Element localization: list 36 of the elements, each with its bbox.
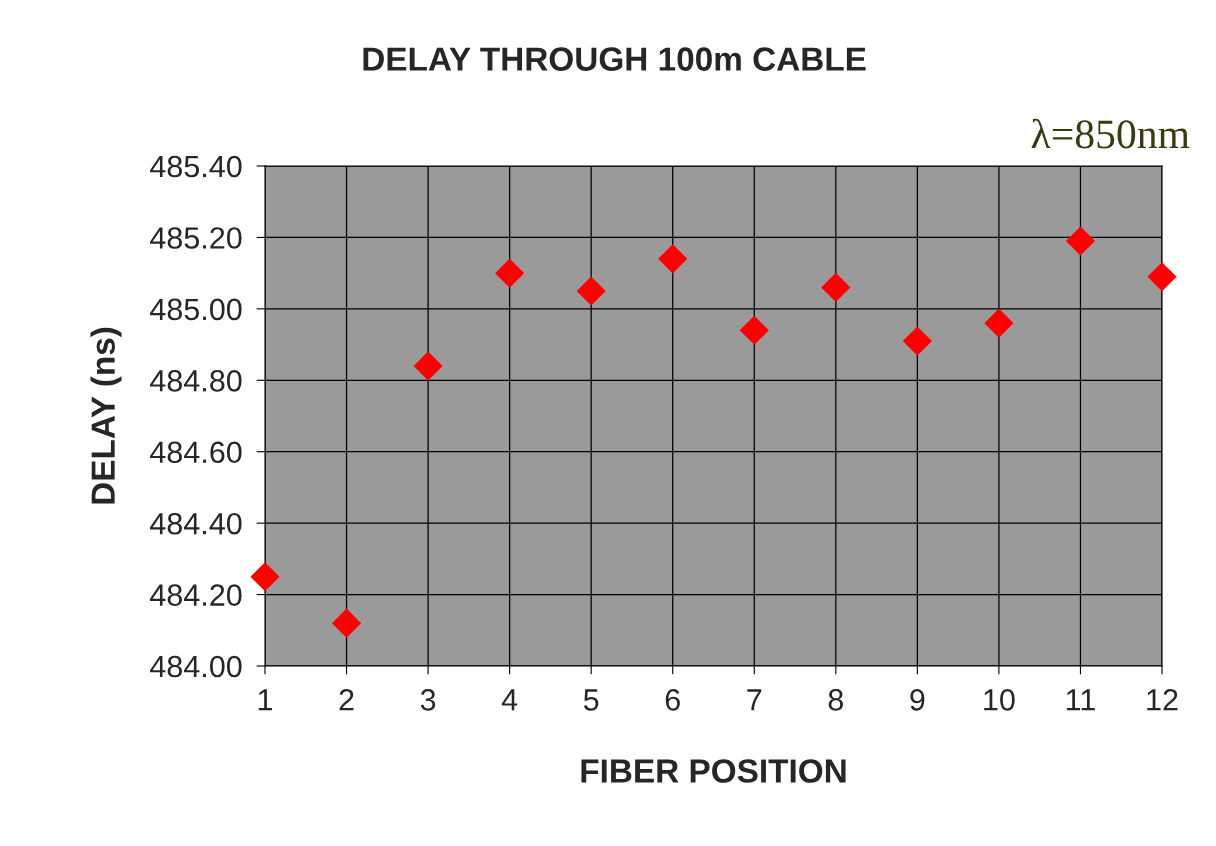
point <box>984 308 1014 338</box>
x-tick-label: 10 <box>984 689 1015 711</box>
y-tick-label: 484.40 <box>150 512 242 535</box>
y-tick-label: 484.60 <box>150 441 242 464</box>
point <box>495 258 525 288</box>
x-tick-label: 7 <box>747 689 762 711</box>
x-tick-label: 11 <box>1066 689 1095 711</box>
point <box>821 272 851 302</box>
y-tick-label: 484.80 <box>150 370 242 392</box>
x-tick-label: 5 <box>583 689 599 711</box>
point <box>413 351 443 381</box>
x-tick-label: 4 <box>501 689 518 711</box>
point <box>250 562 280 592</box>
point <box>739 315 769 345</box>
x-tick-label: 9 <box>910 689 925 711</box>
y-tick-label: 484.00 <box>150 655 242 678</box>
x-tick-label: 3 <box>420 689 436 711</box>
point <box>658 244 688 274</box>
y-tick-label: 484.20 <box>150 584 242 606</box>
point <box>331 608 362 638</box>
x-tick-label: 8 <box>828 689 843 711</box>
x-axis-title: FIBER POSITION <box>581 759 846 783</box>
x-tick-label: 1 <box>258 689 273 711</box>
point <box>1147 262 1177 292</box>
y-tick-label: 485.20 <box>150 227 242 249</box>
y-axis-title: DELAY (ns) <box>90 327 122 504</box>
x-tick-label: 12 <box>1147 689 1178 711</box>
x-tick-label: 6 <box>665 689 680 711</box>
point <box>1065 226 1096 256</box>
point <box>576 276 606 306</box>
point <box>902 326 932 356</box>
y-tick-label: 485.40 <box>150 155 242 178</box>
text: λ=850nm <box>1031 118 1190 149</box>
y-tick-label: 485.00 <box>150 298 242 321</box>
x-tick-label: 2 <box>339 689 354 711</box>
chart-title: DELAY THROUGH 100m CABLE <box>363 47 866 71</box>
